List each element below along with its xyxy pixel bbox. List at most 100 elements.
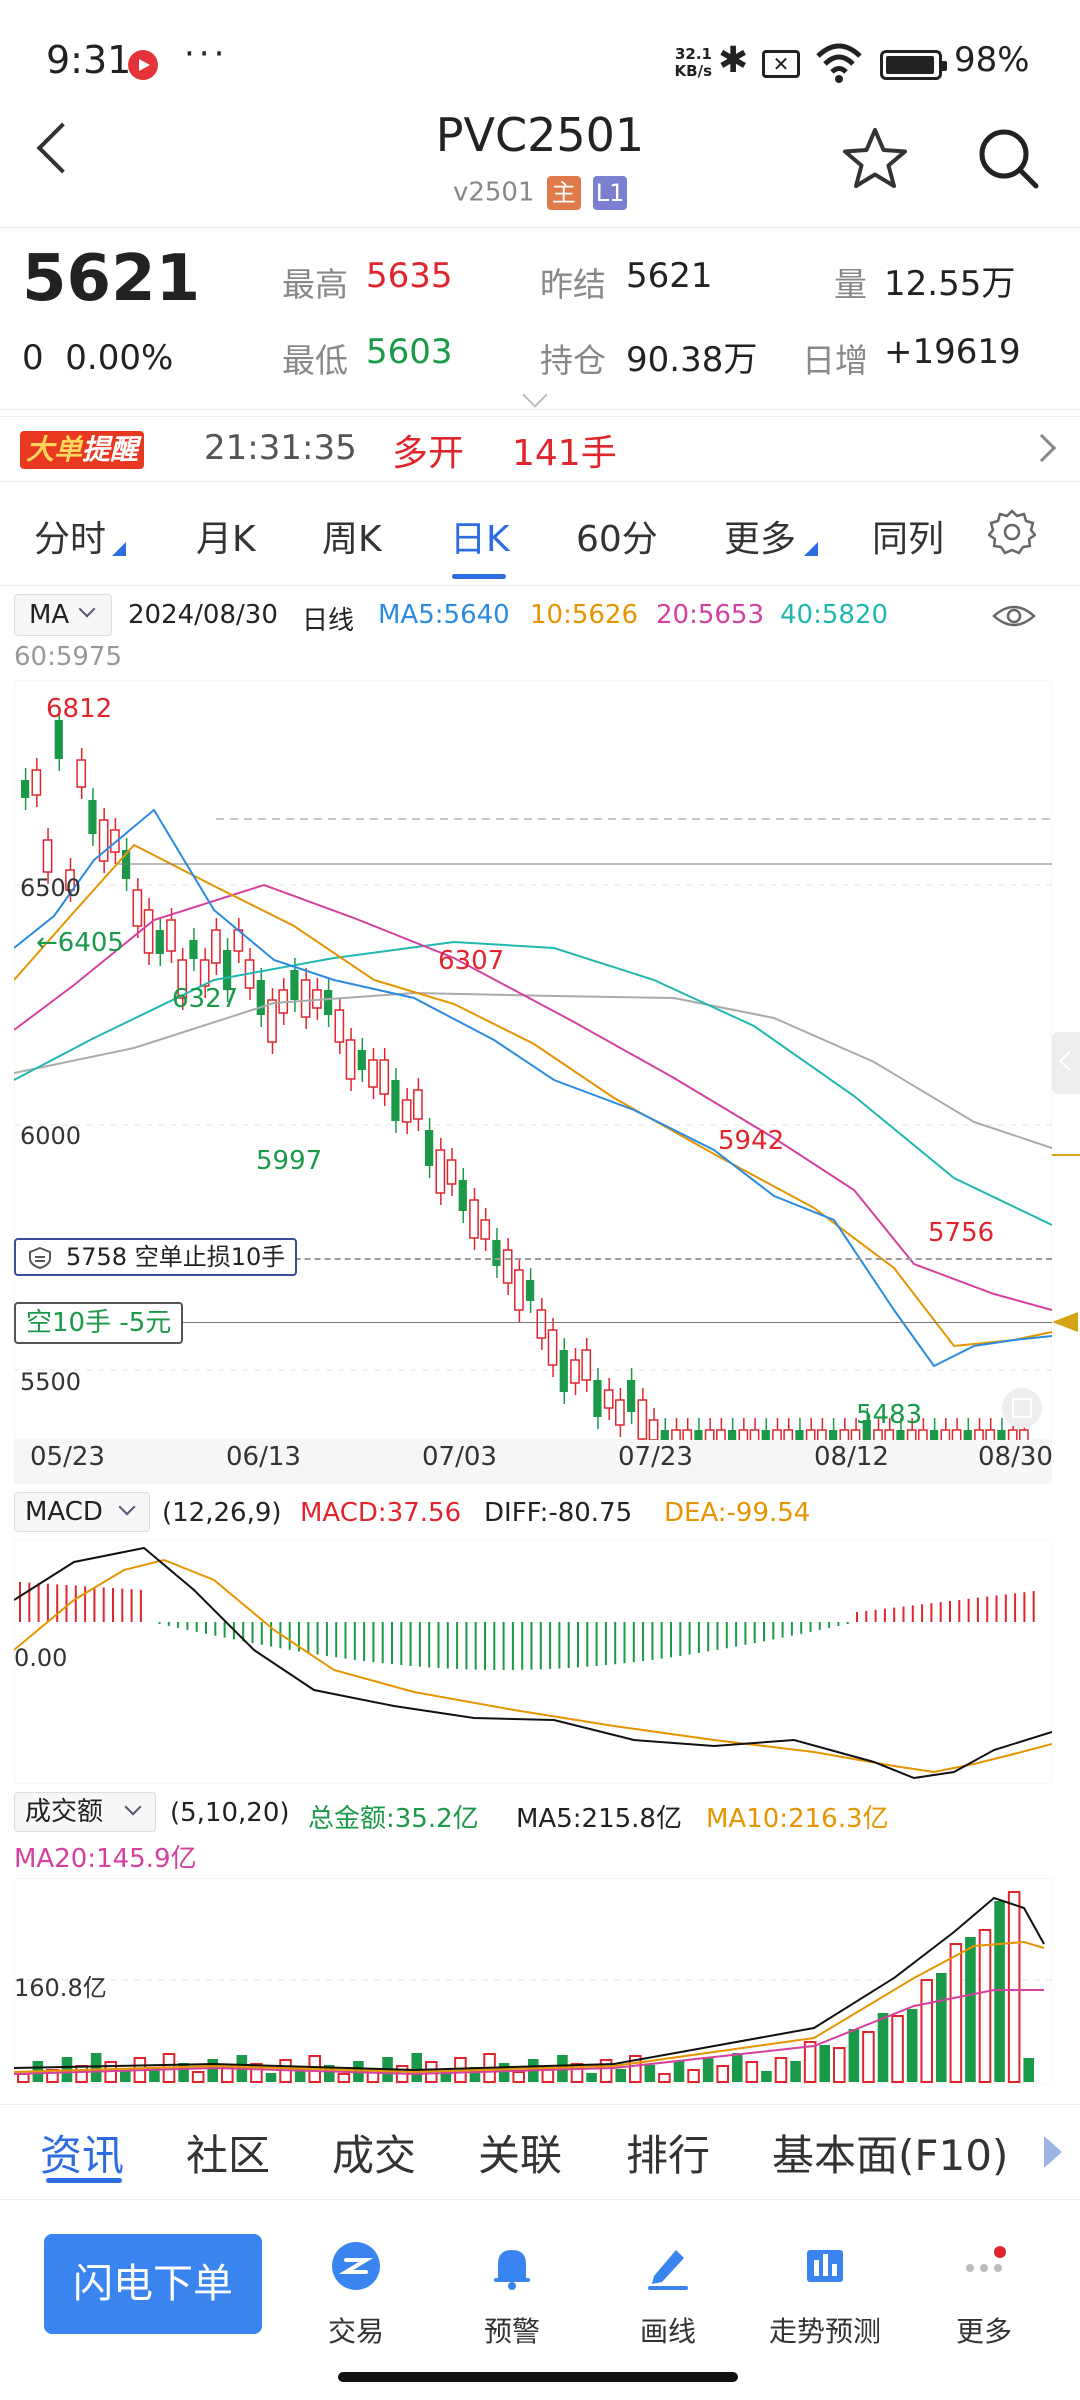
side-drawer-handle[interactable]: [1052, 1032, 1080, 1094]
low-value: 5603: [366, 332, 453, 372]
dea-value: DEA:-99.54: [664, 1498, 811, 1528]
bell-icon: [494, 2250, 530, 2290]
volume-bar: [658, 2073, 671, 2083]
candle: [805, 1429, 816, 1440]
date-axis: [14, 1440, 1052, 1484]
candle: [951, 1429, 962, 1440]
date-label: 07/23: [618, 1442, 693, 1472]
candle: [581, 1349, 592, 1381]
volume-chart[interactable]: [14, 1878, 1052, 2084]
date-label: 07/03: [422, 1442, 497, 1472]
volume-bar: [75, 2065, 88, 2083]
total-amount: 总金额:35.2亿: [308, 1804, 479, 1834]
volume-bar: [1007, 1891, 1021, 2083]
tab-community[interactable]: 社区: [186, 2131, 271, 2180]
volume-bar: [891, 2015, 904, 2083]
volume-bar: [90, 2053, 102, 2082]
volume-bar: [586, 2073, 597, 2082]
tab-same-series[interactable]: 同列: [872, 519, 945, 560]
favorite-star-icon[interactable]: [840, 124, 910, 194]
candle: [682, 1429, 693, 1440]
candle: [401, 1099, 412, 1123]
scroll-right-arrow-icon[interactable]: [1044, 2136, 1062, 2168]
date-label: 08/12: [814, 1442, 889, 1472]
more-notifications-icon: ···: [184, 34, 229, 74]
tab-more[interactable]: 更多: [724, 519, 797, 560]
dock-trade[interactable]: 交易: [296, 2238, 416, 2350]
volume-bar: [324, 2065, 335, 2082]
candle: [974, 1429, 984, 1440]
position-tag[interactable]: 空10手 -5元: [14, 1302, 184, 1344]
ma10-line: [14, 843, 1052, 1348]
home-indicator[interactable]: [338, 2372, 738, 2382]
stop-loss-order-tag[interactable]: 5758 空单止损10手: [14, 1238, 298, 1276]
candle: [1007, 1429, 1018, 1440]
no-sim-icon: ✕: [762, 50, 800, 78]
contract-title: PVC2501: [435, 108, 645, 162]
volume-bar: [469, 2067, 481, 2082]
gear-icon[interactable]: [988, 508, 1036, 556]
macd-chart[interactable]: [14, 1540, 1052, 1784]
tab-fundamentals[interactable]: 基本面(F10): [772, 2131, 1009, 2180]
fullscreen-icon[interactable]: [1002, 1388, 1042, 1428]
kline-date: 2024/08/30: [128, 600, 278, 630]
tab-news[interactable]: 资讯: [40, 2131, 125, 2180]
tab-60min[interactable]: 60分: [576, 519, 658, 560]
date-label: 08/30: [978, 1442, 1053, 1472]
dock-alert[interactable]: 预警: [452, 2238, 572, 2350]
ma20-line: [14, 883, 1052, 1311]
macd-selector[interactable]: MACD: [14, 1492, 150, 1532]
active-tab-indicator: [452, 574, 506, 579]
volume-bar: [221, 2067, 234, 2083]
level1-badge: L1: [593, 176, 628, 210]
big-order-alert-bar[interactable]: [0, 416, 1080, 482]
tab-monthly-k[interactable]: 月K: [196, 519, 256, 560]
candle: [839, 1429, 850, 1440]
macd-params: (12,26,9): [162, 1498, 282, 1528]
indicator-selector[interactable]: MA: [14, 594, 112, 636]
candle: [817, 1429, 827, 1440]
candle: [435, 1149, 446, 1194]
search-icon[interactable]: [976, 126, 1040, 190]
volume-bar: [629, 2055, 642, 2083]
dropdown-triangle-icon: [112, 542, 126, 556]
chevron-down-icon: [118, 1498, 136, 1516]
wifi-icon: [816, 43, 862, 83]
candle: [648, 1419, 659, 1440]
dock-draw[interactable]: 画线: [608, 2238, 728, 2350]
tab-intraday[interactable]: 分时: [34, 519, 107, 560]
battery-icon: [880, 50, 947, 80]
volume-selector[interactable]: 成交额: [14, 1792, 156, 1832]
dea-line: [14, 1558, 1052, 1774]
volume-ma10-line: [14, 1940, 1045, 2074]
info-tabs: [0, 2104, 1080, 2200]
volume-bar: [599, 2059, 613, 2083]
tab-trades[interactable]: 成交: [332, 2131, 417, 2180]
candle: [918, 1429, 928, 1440]
prev-settle-label: 昨结: [540, 265, 606, 304]
flash-order-button[interactable]: 闪电下单: [44, 2234, 262, 2334]
volume-label: 量: [834, 265, 867, 304]
volume-bar: [615, 2069, 626, 2082]
candle: [547, 1329, 558, 1366]
diff-line: [14, 1546, 1052, 1780]
ma40-value: 40:5820: [780, 600, 889, 630]
candle: [368, 1059, 378, 1088]
candle: [132, 889, 143, 927]
tab-related[interactable]: 关联: [478, 2131, 563, 2180]
low-label: 最低: [282, 341, 348, 380]
daily-change-label: 日增: [802, 341, 868, 380]
contract-subtitle: v2501 主 L1: [0, 176, 1080, 210]
tab-ranking[interactable]: 排行: [626, 2131, 711, 2180]
dock-more[interactable]: 更多: [924, 2238, 1044, 2350]
kline-chart[interactable]: [14, 680, 1052, 1440]
candle: [637, 1399, 648, 1440]
volume-bar: [877, 2013, 889, 2082]
tab-weekly-k[interactable]: 周K: [322, 519, 382, 560]
dock-forecast[interactable]: 走势预测: [760, 2238, 890, 2350]
eye-icon[interactable]: [992, 596, 1036, 636]
volume-bar: [716, 2065, 730, 2083]
volume-params: (5,10,20): [170, 1798, 290, 1828]
tab-daily-k[interactable]: 日K: [450, 519, 510, 560]
volume-bar: [790, 2061, 801, 2082]
